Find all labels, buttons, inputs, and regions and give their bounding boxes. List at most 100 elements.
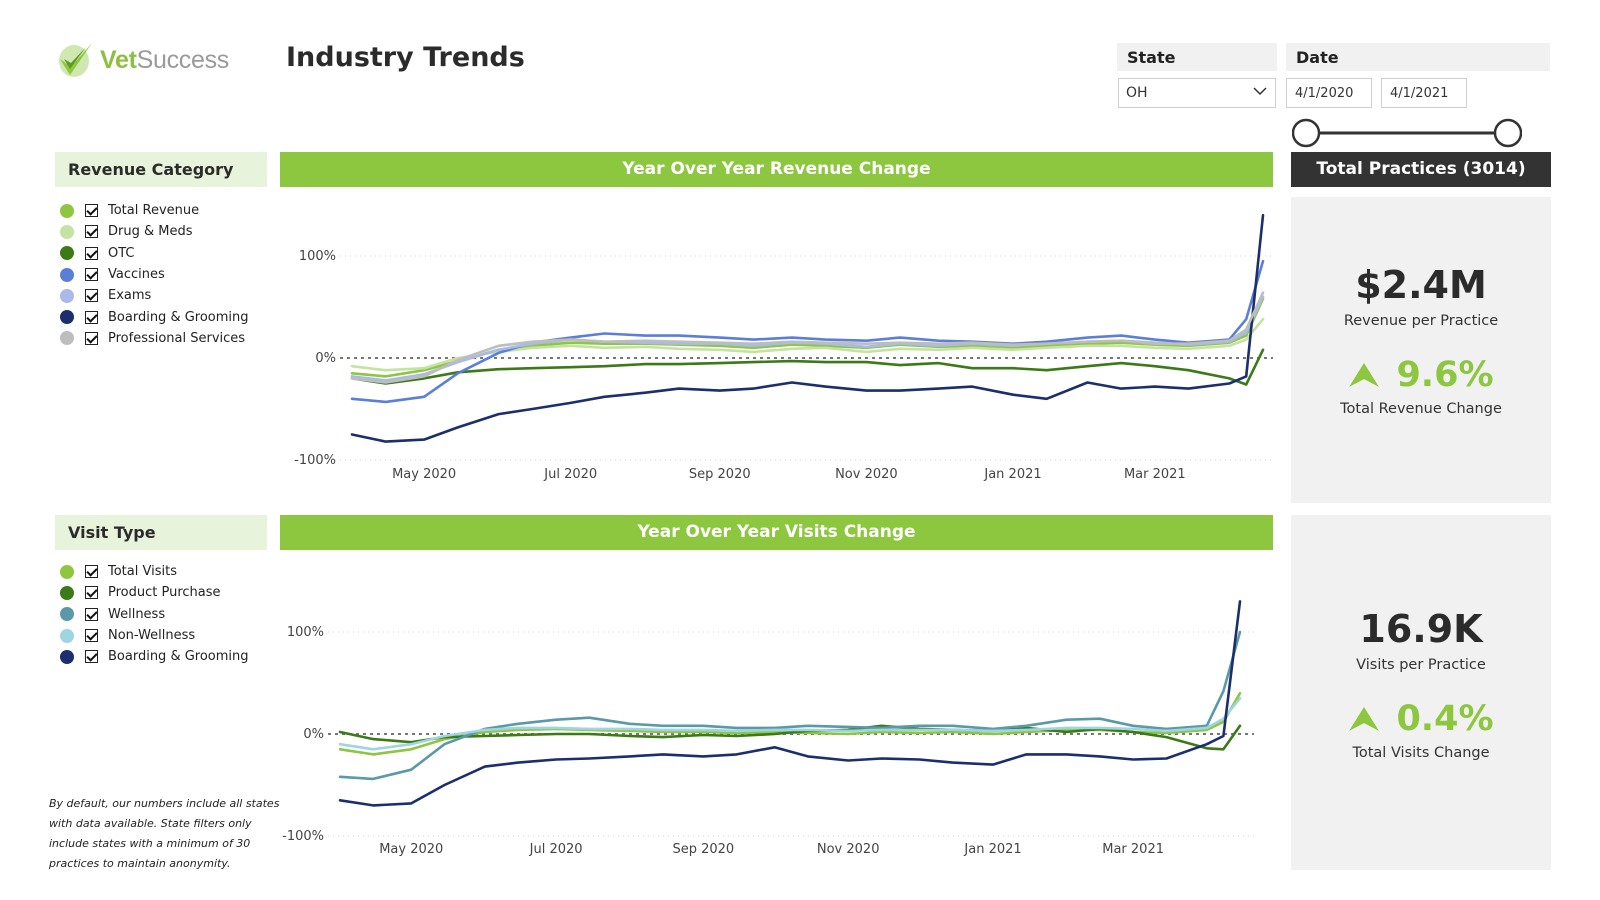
checkbox-checked-icon[interactable] <box>85 607 98 621</box>
vetsuccess-logo: VetSuccess <box>54 38 254 82</box>
x-tick-label: Jul 2020 <box>529 842 583 857</box>
legend-item[interactable]: Total Visits <box>60 561 275 582</box>
x-tick-label: Nov 2020 <box>817 842 880 857</box>
legend-label: Non-Wellness <box>108 628 196 644</box>
legend-item[interactable]: Exams <box>60 285 275 306</box>
arrow-up-icon <box>1349 363 1380 387</box>
revenue-kpi-card: $2.4M Revenue per Practice 9.6% Total Re… <box>1291 197 1551 503</box>
state-dropdown[interactable]: OH <box>1118 78 1276 108</box>
revenue-change-label: Total Revenue Change <box>1340 401 1502 417</box>
revenue-per-practice-value: $2.4M <box>1355 263 1487 307</box>
revenue-category-title: Revenue Category <box>55 152 267 187</box>
revenue-change: 9.6% <box>1291 355 1551 395</box>
revenue-chart-title: Year Over Year Revenue Change <box>280 152 1273 187</box>
y-tick-label: 0% <box>303 727 324 742</box>
series-line <box>338 691 1242 756</box>
x-tick-label: May 2020 <box>379 842 443 857</box>
legend-color-dot <box>60 649 74 664</box>
legend-label: Boarding & Grooming <box>108 649 249 665</box>
legend-label: Exams <box>108 288 152 304</box>
y-tick-label: -100% <box>294 453 336 468</box>
checkbox-checked-icon[interactable] <box>85 246 98 260</box>
legend-item[interactable]: Drug & Meds <box>60 221 275 242</box>
checkbox-checked-icon[interactable] <box>85 650 98 664</box>
legend-color-dot <box>60 564 74 579</box>
legend-label: Professional Services <box>108 330 246 346</box>
legend-label: OTC <box>108 245 135 261</box>
date-start-input[interactable]: 4/1/2020 <box>1286 78 1372 108</box>
visits-chart-title: Year Over Year Visits Change <box>280 515 1273 550</box>
legend-item[interactable]: Vaccines <box>60 264 275 285</box>
logo-text: VetSuccess <box>100 45 230 74</box>
revenue-category-legend: Total Revenue Drug & Meds OTC Vaccines Exams… <box>60 200 275 349</box>
y-tick-label: -100% <box>282 829 324 844</box>
revenue-change-value: 9.6% <box>1396 355 1494 395</box>
footnote: By default, our numbers include all stat… <box>49 797 280 870</box>
visits-line-chart: 100% 0% -100% May 2020 Jul 2020 Sep 2020 Nov 2… <box>282 600 1254 857</box>
legend-color-dot <box>60 246 74 261</box>
series-line <box>350 213 1265 443</box>
checkbox-checked-icon[interactable] <box>85 310 98 324</box>
legend-item[interactable]: Non-Wellness <box>60 625 275 646</box>
arrow-up-icon <box>1349 707 1380 731</box>
checkbox-checked-icon[interactable] <box>85 565 98 579</box>
legend-color-dot <box>60 607 74 622</box>
total-practices-header: Total Practices (3014) <box>1291 152 1551 187</box>
x-tick-label: Sep 2020 <box>689 467 751 482</box>
y-tick-label: 100% <box>299 249 336 264</box>
checkbox-checked-icon[interactable] <box>85 331 98 345</box>
x-tick-label: May 2020 <box>392 467 456 482</box>
series-line <box>350 348 1265 386</box>
visits-kpi-card: 16.9K Visits per Practice 0.4% Total Vis… <box>1291 515 1551 870</box>
legend-color-dot <box>60 267 74 282</box>
series-line <box>338 630 1242 781</box>
legend-color-dot <box>60 310 74 325</box>
series-line <box>338 697 1242 751</box>
series-line <box>350 291 1265 384</box>
checkbox-checked-icon[interactable] <box>85 289 98 303</box>
legend-color-dot <box>60 203 74 218</box>
legend-color-dot <box>60 331 74 346</box>
series-line <box>338 600 1242 807</box>
date-filter-label: Date <box>1286 43 1550 71</box>
checkbox-checked-icon[interactable] <box>85 268 98 282</box>
date-range-slider[interactable] <box>1292 118 1522 148</box>
x-tick-label: Mar 2021 <box>1124 467 1186 482</box>
slider-start-handle[interactable] <box>1292 118 1321 148</box>
state-dropdown-value: OH <box>1126 85 1148 101</box>
visits-change-label: Total Visits Change <box>1352 745 1490 761</box>
legend-color-dot <box>60 288 74 303</box>
checkbox-checked-icon[interactable] <box>85 629 98 643</box>
legend-color-dot <box>60 628 74 643</box>
legend-item[interactable]: Professional Services <box>60 328 275 349</box>
page-title: Industry Trends <box>286 42 525 73</box>
x-tick-label: Jan 2021 <box>983 467 1041 482</box>
visits-change-value: 0.4% <box>1396 699 1494 739</box>
x-tick-label: Mar 2021 <box>1102 842 1164 857</box>
visit-type-legend: Total Visits Product Purchase Wellness Non-… <box>60 561 275 667</box>
checkbox-checked-icon[interactable] <box>85 586 98 600</box>
state-filter-label: State <box>1117 43 1277 71</box>
check-leaf-icon <box>59 43 92 77</box>
legend-item[interactable]: Product Purchase <box>60 582 275 603</box>
legend-label: Product Purchase <box>108 585 221 601</box>
y-tick-label: 0% <box>315 351 336 366</box>
legend-label: Drug & Meds <box>108 224 193 240</box>
legend-item[interactable]: Wellness <box>60 604 275 625</box>
legend-label: Total Revenue <box>108 203 200 219</box>
legend-item[interactable]: Boarding & Grooming <box>60 306 275 327</box>
date-end-input[interactable]: 4/1/2021 <box>1381 78 1467 108</box>
legend-color-dot <box>60 585 74 600</box>
x-tick-label: Nov 2020 <box>835 467 898 482</box>
legend-label: Wellness <box>108 606 166 622</box>
legend-item[interactable]: OTC <box>60 243 275 264</box>
chevron-down-icon <box>1253 87 1267 96</box>
slider-end-handle[interactable] <box>1493 118 1522 148</box>
legend-color-dot <box>60 224 74 239</box>
x-tick-label: Jul 2020 <box>543 467 597 482</box>
checkbox-checked-icon[interactable] <box>85 225 98 239</box>
legend-item[interactable]: Boarding & Grooming <box>60 646 275 667</box>
checkbox-checked-icon[interactable] <box>85 204 98 218</box>
x-tick-label: Jan 2021 <box>963 842 1021 857</box>
legend-item[interactable]: Total Revenue <box>60 200 275 221</box>
